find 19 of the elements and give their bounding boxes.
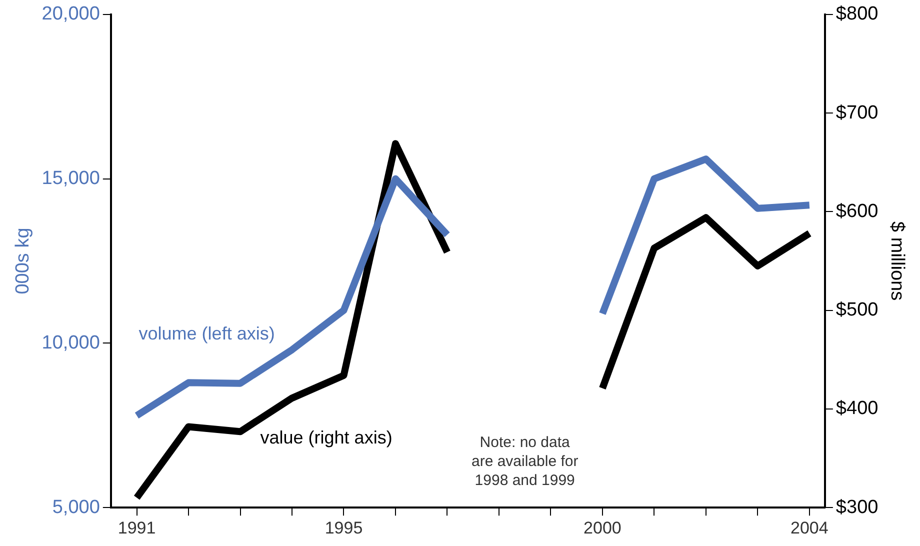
x-tick-label: 1995: [324, 518, 363, 538]
y-tick-label: 20,000: [42, 4, 100, 25]
y-tick-label: 5,000: [52, 496, 100, 518]
annotation: Note: no data are available for 1998 and 1999: [471, 434, 578, 490]
y2-tick-label: $600: [836, 200, 878, 222]
series-label: volume (left axis): [138, 324, 275, 344]
x-tick-label: 2000: [584, 518, 622, 538]
x-tick-label: 1991: [118, 518, 156, 538]
y2-tick-label: $500: [836, 300, 878, 321]
y2-tick-label: $800: [836, 4, 878, 25]
y-tick-label: 10,000: [42, 332, 100, 354]
x-tick-label: 2004: [790, 518, 828, 538]
y2-tick-label: $700: [836, 102, 878, 124]
y-tick-label: 15,000: [42, 168, 100, 190]
series-label: value (right axis): [260, 428, 392, 448]
y2-tick-label: $400: [836, 398, 878, 420]
y2-axis-title: $ millions: [886, 221, 908, 301]
y2-tick-label: $300: [836, 496, 878, 518]
y-axis-title: 000s kg: [12, 228, 34, 294]
